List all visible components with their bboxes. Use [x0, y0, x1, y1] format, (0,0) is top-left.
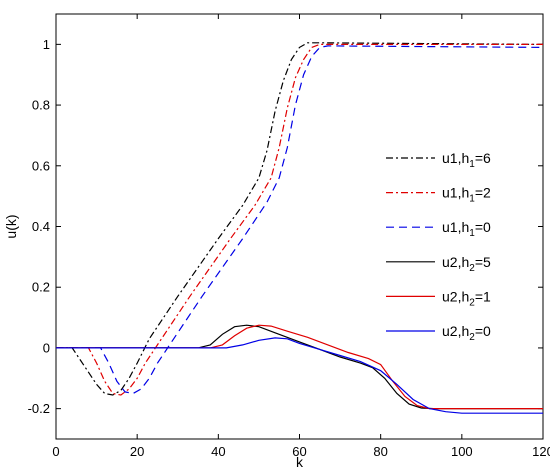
- x-tick-label: 80: [373, 444, 387, 459]
- legend: u1,h1=6 u1,h1=2 u1,h1=0 u2,h2=5 u2,h2=1 u2,h2…: [386, 150, 491, 343]
- y-tick-label: -0.2: [28, 401, 50, 416]
- series-line-u2-h2-1: [56, 324, 543, 410]
- y-tick-label: 0.4: [32, 219, 50, 234]
- plot-area: [55, 13, 544, 440]
- legend-label: u2,h2=0: [442, 323, 491, 343]
- y-tick-label: 0.2: [32, 280, 50, 295]
- legend-label: u1,h1=6: [442, 150, 491, 170]
- x-tick-label: 60: [292, 444, 306, 459]
- y-tick-label: 0.6: [32, 158, 50, 173]
- axis-ticks: 0 20 40 60 80 100 120 -0.2 0 0.2 0.4 0.6 0.8 1: [28, 14, 550, 459]
- series-line-u1-h1-2: [56, 43, 543, 396]
- series-line-u1-h1-0: [56, 45, 544, 395]
- x-tick-label: 0: [52, 444, 59, 459]
- x-tick-label: 20: [130, 444, 144, 459]
- legend-label: u2,h2=5: [442, 254, 491, 274]
- legend-label: u1,h1=0: [442, 219, 491, 239]
- x-tick-label: 40: [211, 444, 225, 459]
- series-line-u1-h1-6: [56, 42, 544, 396]
- y-axis-label: u(k): [3, 214, 19, 238]
- series-lines: [56, 42, 544, 414]
- x-tick-label: 100: [451, 444, 473, 459]
- y-tick-label: 0: [43, 340, 50, 355]
- x-tick-label: 120: [532, 444, 550, 459]
- series-line-u2-h2-0: [56, 337, 543, 414]
- y-tick-label: 1: [43, 37, 50, 52]
- legend-label: u2,h2=1: [442, 288, 491, 308]
- legend-label: u1,h1=2: [442, 185, 491, 205]
- y-tick-label: 0.8: [32, 98, 50, 113]
- x-axis-label: k: [296, 454, 304, 470]
